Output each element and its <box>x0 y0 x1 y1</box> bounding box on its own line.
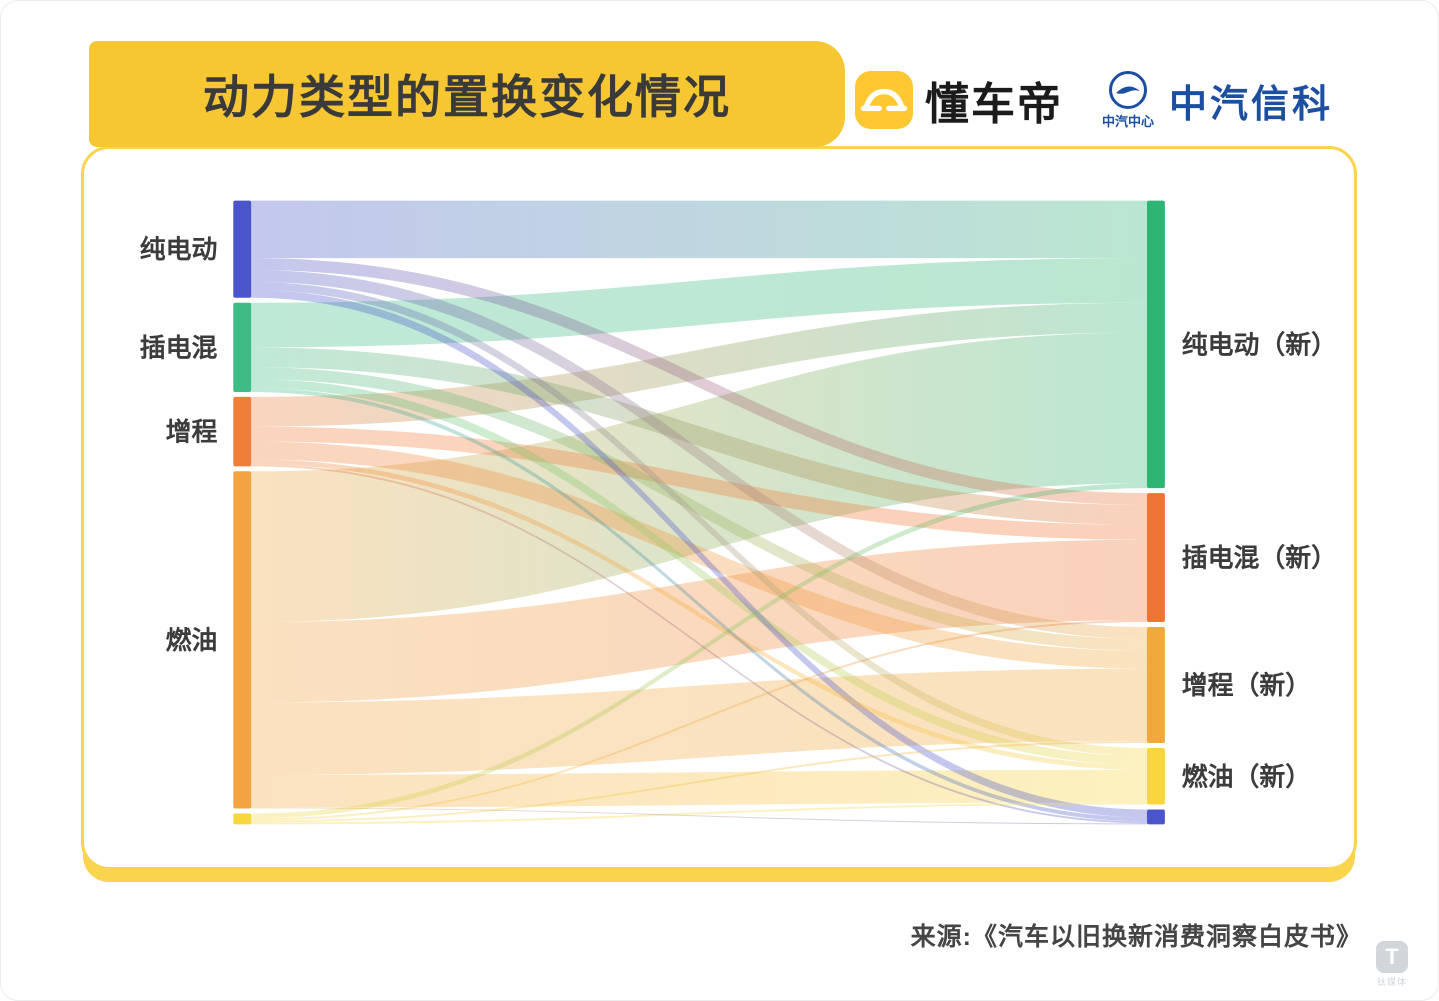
catarc-tech-wordmark: 中汽信科 <box>1168 83 1333 126</box>
sankey-link <box>251 289 1147 818</box>
sankey-link <box>251 802 1147 825</box>
sankey-link <box>251 258 1147 506</box>
sankey-node-zengcheng-new <box>1146 627 1165 744</box>
catarc-logo: 中汽中心 中汽信科 <box>1097 70 1333 130</box>
source-note: 来源:《汽车以旧换新消费洞察白皮书》 <box>910 923 1362 951</box>
node-label-chadianhun-new: 插电混（新） <box>1182 543 1337 573</box>
sankey-node-chadianhun <box>233 302 252 392</box>
node-label-chundiandong-new: 纯电动（新） <box>1182 329 1337 359</box>
sankey-link <box>251 620 1147 821</box>
chart-card: 纯电动插电混增程燃油 纯电动（新） 插电混（新） 增程（新） 燃油（新） <box>81 146 1357 870</box>
sankey-link <box>251 539 1147 703</box>
sankey-link <box>251 200 1147 259</box>
node-label-ranyou-new: 燃油（新） <box>1182 761 1311 791</box>
sankey-node-ranyou <box>233 471 252 809</box>
catarc-emblem-icon <box>1108 71 1147 109</box>
watermark: T 钛媒体 <box>1376 941 1408 988</box>
sankey-node-ranyou-new <box>1146 747 1165 805</box>
dongchedi-car-icon <box>854 71 913 129</box>
sankey-link <box>251 379 1147 765</box>
node-label-chadianhun: 插电混 <box>140 333 218 362</box>
watermark-t-icon: T <box>1376 941 1408 973</box>
sankey-link <box>251 258 1147 348</box>
sankey-link <box>251 464 1147 824</box>
catarc-center-label: 中汽中心 <box>1101 114 1154 129</box>
sankey-node-chundiandong <box>233 200 252 298</box>
sankey-link <box>251 302 1147 427</box>
sankey-link <box>251 459 1147 770</box>
sankey-node-unlabeled-left <box>233 813 252 825</box>
sankey-node-chadianhun-new <box>1146 493 1165 623</box>
catarc-emblem: 中汽中心 <box>1097 70 1159 130</box>
sankey-node-chundiandong-new <box>1146 200 1165 489</box>
node-label-zengcheng: 增程 <box>166 417 218 447</box>
dongchedi-wordmark: 懂车帝 <box>924 80 1063 129</box>
sankey-link <box>251 347 1147 525</box>
sankey-link <box>251 367 1147 651</box>
header-logos: 懂车帝 中汽中心 中汽信科 <box>854 65 1333 135</box>
sankey-link <box>251 741 1147 823</box>
title-banner: 动力类型的置换变化情况 <box>89 41 845 147</box>
node-label-zengcheng-new: 增程（新） <box>1182 670 1311 700</box>
dongchedi-logo: 懂车帝 <box>854 68 1063 132</box>
sankey-link <box>251 388 1147 822</box>
sankey-link <box>251 426 1147 540</box>
sankey-link <box>251 483 1147 819</box>
sankey-node-unlabeled-right <box>1146 809 1165 825</box>
sankey-link <box>251 269 1147 639</box>
watermark-label: 钛媒体 <box>1376 977 1407 987</box>
sankey-link <box>251 281 1147 756</box>
sankey-link <box>251 807 1147 825</box>
node-label-ranyou: 燃油 <box>166 626 218 655</box>
sankey-node-zengcheng <box>233 396 252 467</box>
page-title: 动力类型的置换变化情况 <box>203 71 731 123</box>
node-label-chundiandong: 纯电动 <box>140 234 218 264</box>
